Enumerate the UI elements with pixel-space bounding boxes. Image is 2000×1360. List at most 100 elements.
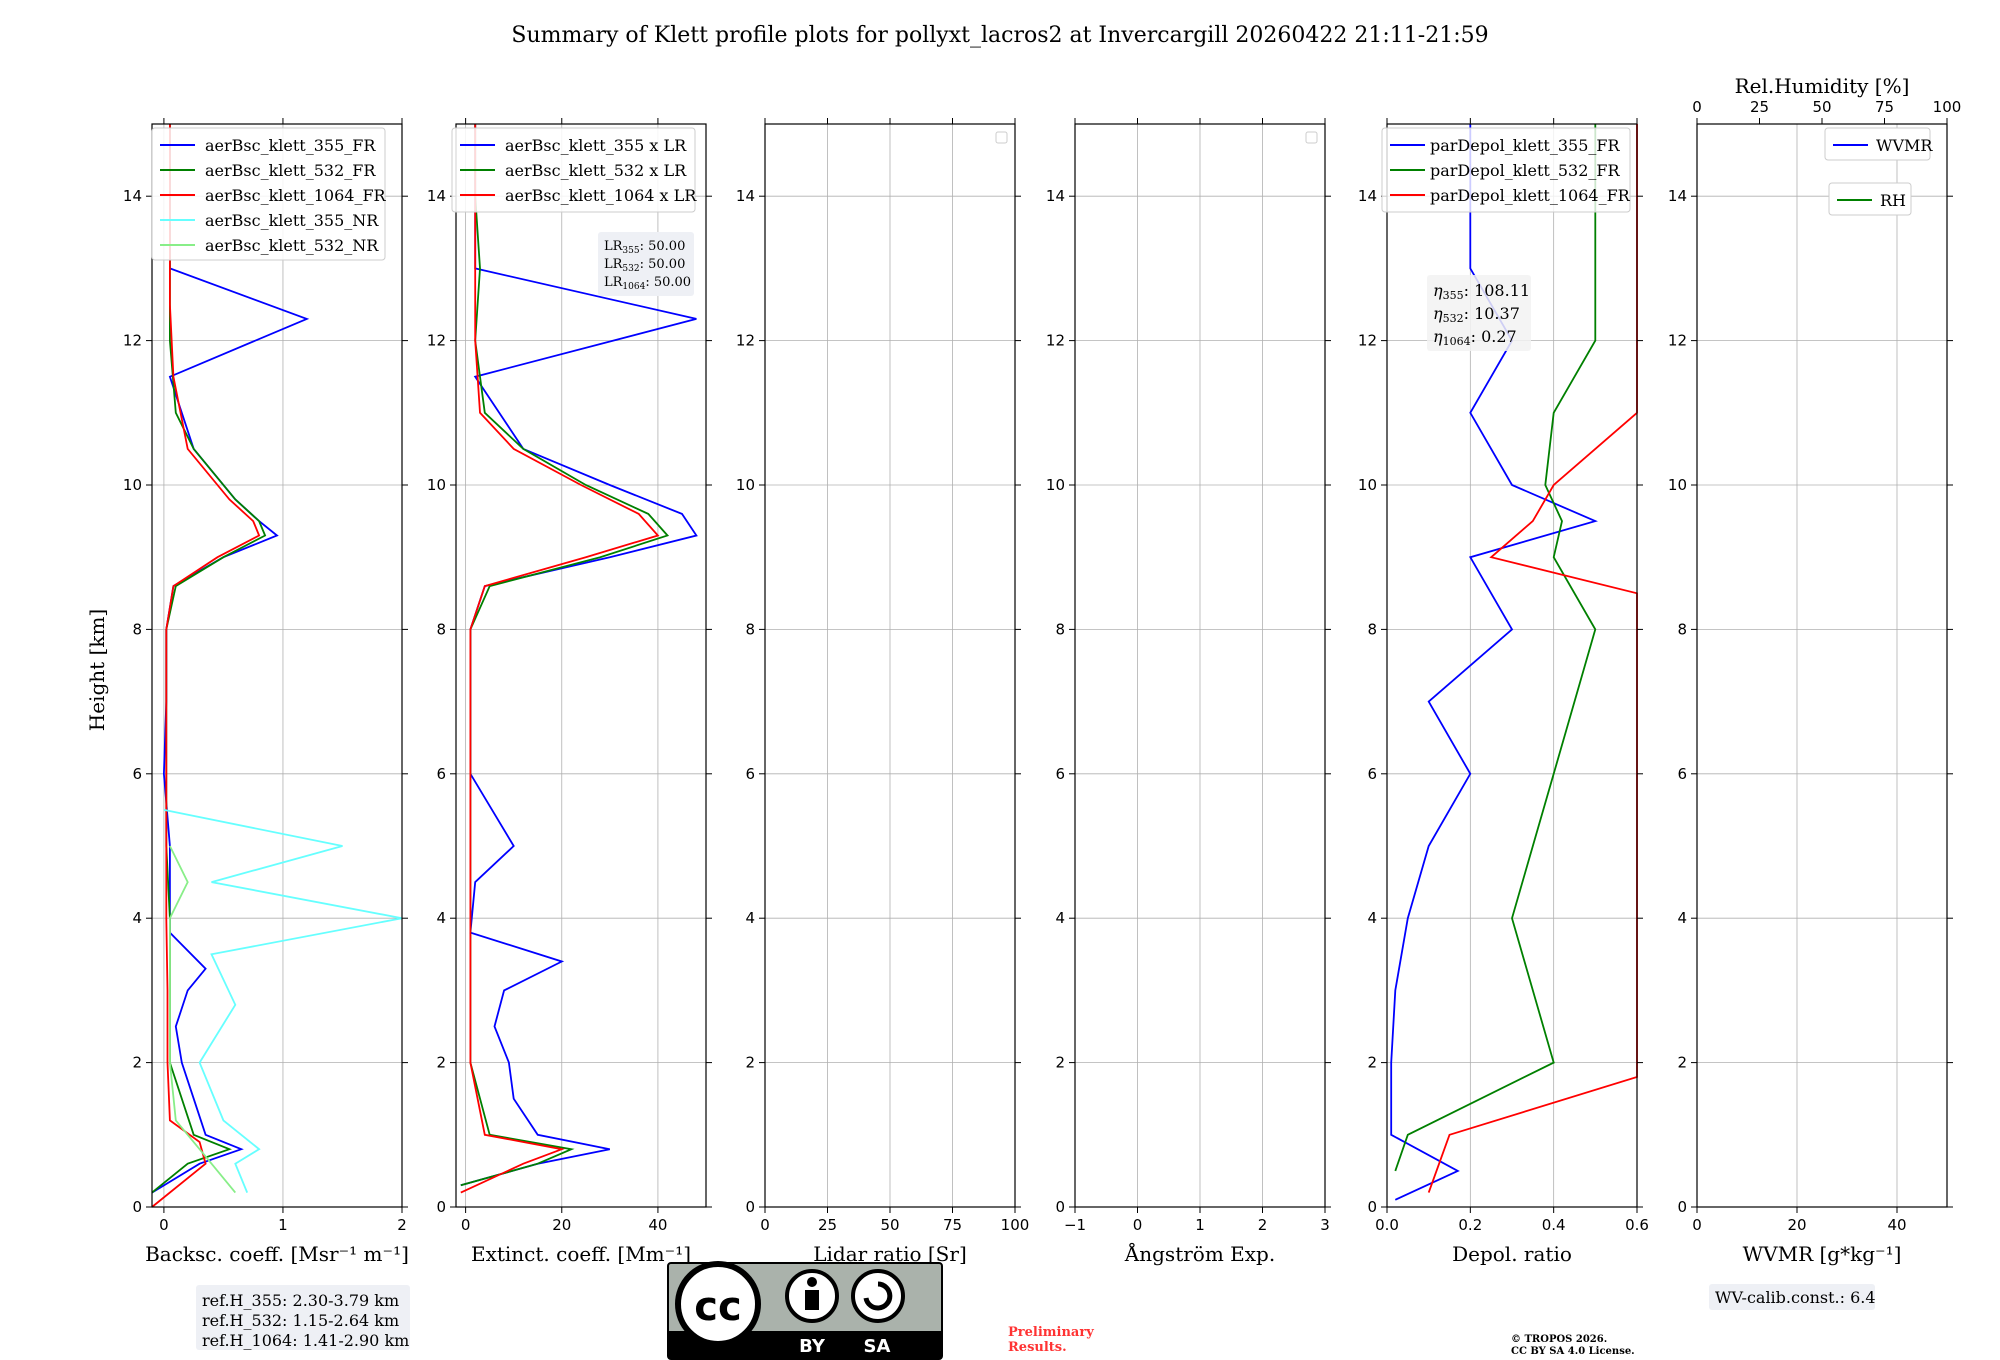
x-tick-label: 0 bbox=[760, 1216, 770, 1234]
y-tick-label: 12 bbox=[1358, 332, 1377, 350]
x-tick-label: 0 bbox=[1133, 1216, 1143, 1234]
legend-label: aerBsc_klett_1064 x LR bbox=[505, 186, 697, 205]
share-alike-icon bbox=[851, 1269, 905, 1323]
y-tick-label: 0 bbox=[1677, 1198, 1687, 1216]
y-tick-label: 12 bbox=[1668, 332, 1687, 350]
by-label: BY bbox=[799, 1336, 826, 1357]
x-tick-label: 25 bbox=[818, 1216, 837, 1234]
y-tick-label: 0 bbox=[1367, 1198, 1377, 1216]
y-tick-label: 10 bbox=[1668, 476, 1687, 494]
y-tick-label: 8 bbox=[132, 620, 142, 638]
series-aerBsc_klett_532_NR bbox=[168, 845, 236, 1194]
y-tick-label: 14 bbox=[1358, 187, 1377, 205]
series-aerBsc_klett_1064_FR bbox=[151, 124, 261, 1208]
legend-label: aerBsc_klett_355 x LR bbox=[505, 136, 687, 155]
x-tick-label: 0.0 bbox=[1375, 1216, 1399, 1234]
y-tick-label: 6 bbox=[1055, 765, 1065, 783]
x-tick-label: 1 bbox=[1195, 1216, 1205, 1234]
figure-title: Summary of Klett profile plots for polly… bbox=[511, 23, 1488, 48]
x-tick-label: 1 bbox=[278, 1216, 288, 1234]
ref-h-532: ref.H_532: 1.15-2.64 km bbox=[202, 1311, 399, 1330]
legend-label: aerBsc_klett_532 x LR bbox=[505, 161, 687, 180]
x-axis-label: Ångström Exp. bbox=[1124, 1241, 1275, 1266]
y-tick-label: 12 bbox=[427, 332, 446, 350]
empty-legend-angstrom bbox=[1305, 131, 1318, 144]
y-tick-label: 14 bbox=[123, 187, 142, 205]
x-axis-label: Backsc. coeff. [Msr⁻¹ m⁻¹] bbox=[145, 1242, 409, 1266]
x-tick-label: 2 bbox=[397, 1216, 407, 1234]
cc-letters: cc bbox=[694, 1284, 741, 1330]
series-aerBsc_klett_532_FR bbox=[151, 124, 267, 1194]
y-tick-label: 14 bbox=[736, 187, 755, 205]
y-tick-label: 10 bbox=[427, 476, 446, 494]
lr-532: LR532: 50.00 bbox=[604, 257, 685, 274]
preliminary-note-2: Results. bbox=[1008, 1340, 1067, 1355]
series-aerBsc_klett_355_FR bbox=[151, 124, 310, 1194]
ref-h-1064: ref.H_1064: 1.41-2.90 km bbox=[202, 1331, 409, 1350]
y-tick-label: 6 bbox=[1367, 765, 1377, 783]
y-tick-label: 10 bbox=[123, 476, 142, 494]
legend-label: parDepol_klett_532_FR bbox=[1430, 161, 1621, 180]
y-tick-label: 0 bbox=[1055, 1198, 1065, 1216]
y-tick-label: 2 bbox=[745, 1054, 755, 1072]
top-x-tick-label: 100 bbox=[1933, 98, 1962, 116]
x-tick-label: 0.6 bbox=[1625, 1216, 1649, 1234]
legend-depol: parDepol_klett_355_FR parDepol_klett_532… bbox=[1381, 127, 1631, 213]
wv-calibration-box: WV-calib.const.: 6.4 bbox=[1709, 1284, 1876, 1310]
legend-label: aerBsc_klett_1064_FR bbox=[205, 186, 387, 205]
cc-logo-icon bbox=[675, 1261, 761, 1347]
legend-rh: RH bbox=[1828, 182, 1912, 216]
y-tick-label: 10 bbox=[1046, 476, 1065, 494]
wv-calib-const: WV-calib.const.: 6.4 bbox=[1715, 1288, 1876, 1307]
plot-frame bbox=[455, 123, 707, 1208]
x-axis-label: WVMR [g*kg⁻¹] bbox=[1743, 1242, 1902, 1266]
legend-label: WVMR bbox=[1876, 136, 1933, 155]
plot-frame bbox=[151, 123, 403, 1208]
copyright-line-2: CC BY SA 4.0 License. bbox=[1511, 1346, 1635, 1357]
y-tick-label: 6 bbox=[1677, 765, 1687, 783]
y-tick-label: 0 bbox=[436, 1198, 446, 1216]
top-axis-label: Rel.Humidity [%] bbox=[1735, 74, 1910, 98]
y-tick-label: 10 bbox=[1358, 476, 1377, 494]
panel-extinction: 0 20 40 0 2 4 6 8 10 12 14 Extinct. coeff. [Mm⁻¹] bbox=[427, 118, 712, 1266]
y-tick-label: 8 bbox=[745, 620, 755, 638]
legend-wvmr: WVMR bbox=[1824, 127, 1933, 161]
x-tick-label: 40 bbox=[1887, 1216, 1906, 1234]
lr-355: LR355: 50.00 bbox=[604, 239, 685, 256]
y-tick-label: 6 bbox=[132, 765, 142, 783]
y-tick-label: 4 bbox=[745, 909, 755, 927]
y-tick-label: 14 bbox=[1668, 187, 1687, 205]
ref-h-355: ref.H_355: 2.30-3.79 km bbox=[202, 1291, 399, 1310]
x-tick-label: 0 bbox=[461, 1216, 471, 1234]
y-tick-label: 2 bbox=[1367, 1054, 1377, 1072]
legend-label: parDepol_klett_355_FR bbox=[1430, 136, 1621, 155]
x-tick-label: 50 bbox=[880, 1216, 899, 1234]
y-tick-label: 12 bbox=[123, 332, 142, 350]
legend-backscatter: aerBsc_klett_355_FR aerBsc_klett_532_FR … bbox=[151, 127, 387, 261]
x-axis-label: Extinct. coeff. [Mm⁻¹] bbox=[471, 1242, 691, 1266]
reference-height-box: ref.H_355: 2.30-3.79 km ref.H_532: 1.15-… bbox=[196, 1285, 410, 1350]
x-tick-label: 0 bbox=[159, 1216, 169, 1234]
legend-label: aerBsc_klett_355_FR bbox=[205, 136, 376, 155]
legend-label: aerBsc_klett_532_FR bbox=[205, 161, 376, 180]
cc-license-badge: cc BY SA bbox=[667, 1261, 943, 1360]
y-tick-label: 0 bbox=[745, 1198, 755, 1216]
sa-label: SA bbox=[864, 1336, 891, 1357]
legend-extinction: aerBsc_klett_355 x LR aerBsc_klett_532 x… bbox=[451, 127, 697, 213]
eta-355: η355: 108.11 bbox=[1433, 281, 1530, 302]
y-tick-label: 2 bbox=[1055, 1054, 1065, 1072]
y-tick-label: 8 bbox=[1367, 620, 1377, 638]
y-tick-label: 0 bbox=[132, 1198, 142, 1216]
preliminary-note: Preliminary bbox=[1008, 1325, 1094, 1340]
y-tick-label: 8 bbox=[436, 620, 446, 638]
x-tick-label: 20 bbox=[1787, 1216, 1806, 1234]
x-tick-label: 100 bbox=[1001, 1216, 1030, 1234]
copyright-line-1: © TROPOS 2026. bbox=[1511, 1334, 1607, 1345]
legend-label: aerBsc_klett_355_NR bbox=[205, 211, 379, 230]
y-tick-label: 4 bbox=[436, 909, 446, 927]
top-x-tick-label: 75 bbox=[1875, 98, 1894, 116]
plot-frame bbox=[1696, 123, 1948, 1208]
